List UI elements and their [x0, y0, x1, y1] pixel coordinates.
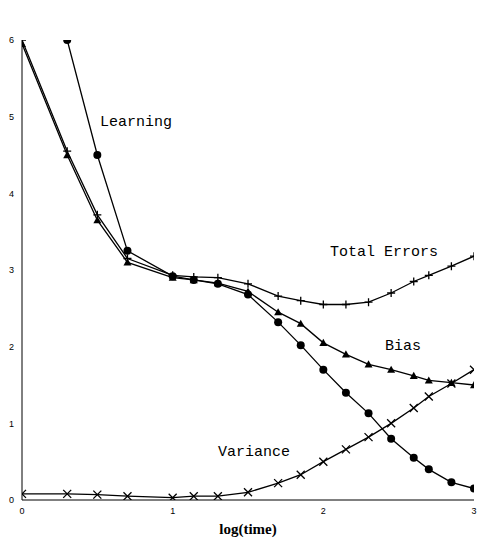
- svg-text:0: 0: [19, 506, 24, 516]
- svg-text:4: 4: [9, 189, 14, 199]
- svg-text:2: 2: [321, 506, 326, 516]
- svg-text:5: 5: [9, 112, 14, 122]
- svg-text:3: 3: [471, 506, 476, 516]
- svg-text:1: 1: [9, 419, 14, 429]
- svg-text:2: 2: [9, 342, 14, 352]
- svg-text:6: 6: [9, 35, 14, 45]
- html-text:Learning: Learning: [100, 114, 172, 131]
- html-text:Bias: Bias: [385, 338, 421, 355]
- svg-text:log(time): log(time): [219, 521, 276, 538]
- html-text:Variance: Variance: [218, 444, 290, 461]
- svg-text:0: 0: [9, 495, 14, 505]
- html-text:Total Errors: Total Errors: [330, 244, 438, 261]
- svg-text:1: 1: [170, 506, 175, 516]
- svg-text:3: 3: [9, 265, 14, 275]
